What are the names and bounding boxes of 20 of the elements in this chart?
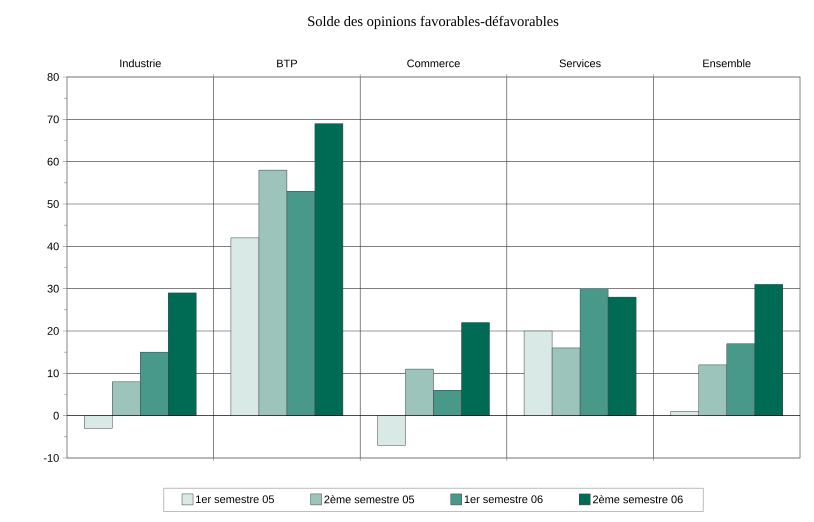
legend-label: 1er semestre 05 [196, 495, 274, 504]
y-tick-label: 20 [48, 327, 59, 335]
y-tick-label: 60 [48, 158, 59, 166]
x-tick-label: BTP [277, 60, 297, 68]
y-tick-label: 0 [54, 412, 59, 420]
y-tick-label: 40 [47, 242, 59, 250]
y-tick-label: 30 [47, 284, 59, 293]
chart-title: Solde des opinions favorables-défavorables [308, 16, 558, 30]
x-tick-label: Ensemble [703, 59, 751, 68]
y-tick-label: 10 [48, 369, 59, 378]
x-tick-label: Services [560, 59, 601, 68]
y-tick-label: 50 [47, 200, 59, 208]
x-tick-label: Industrie [120, 59, 161, 68]
legend-label: 2ème semestre 05 [324, 495, 414, 504]
y-tick-label: -10 [44, 454, 59, 462]
y-tick-label: 80 [48, 73, 59, 81]
legend-label: 2ème semestre 06 [593, 495, 683, 504]
y-tick-label: 70 [48, 115, 59, 124]
x-tick-label: Commerce [407, 59, 460, 68]
legend-label: 1er semestre 06 [464, 495, 543, 504]
